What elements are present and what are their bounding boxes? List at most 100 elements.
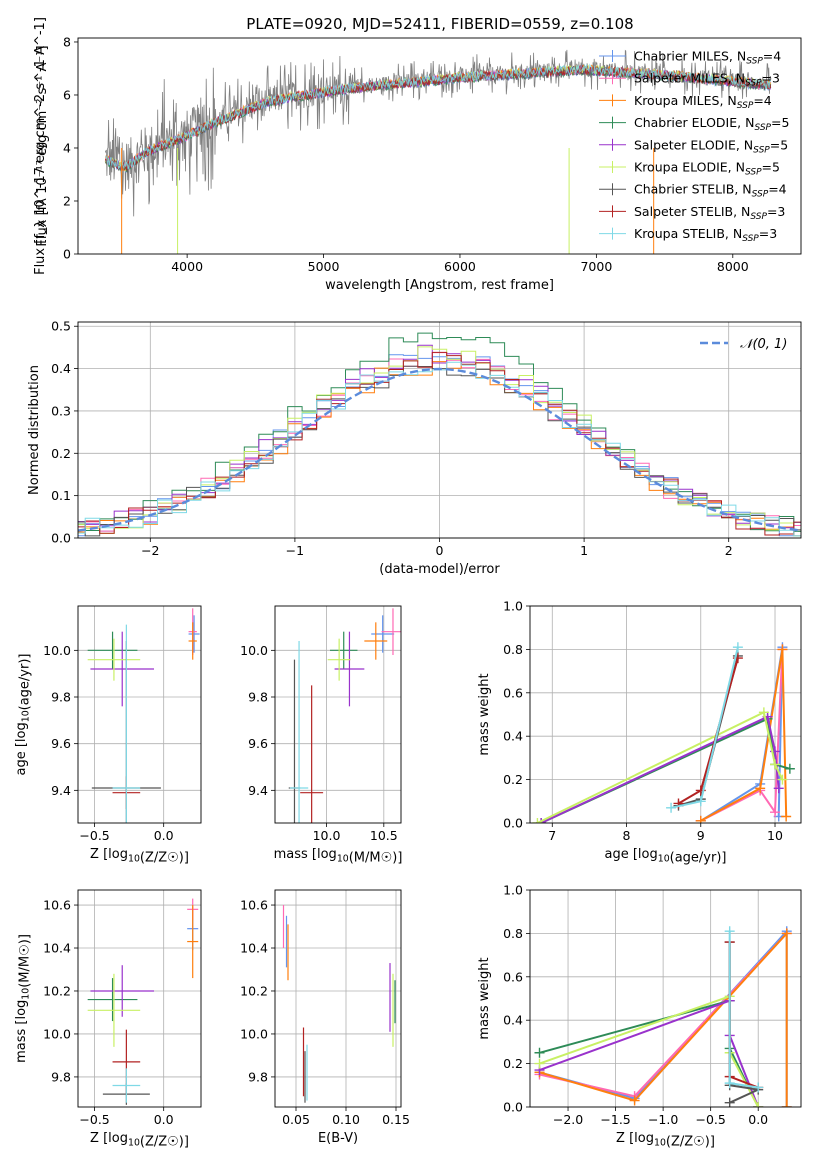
weight-line [678,655,739,807]
x-tick-label: 0.10 [332,1112,360,1127]
y-tick-label: 0.5 [51,319,71,334]
x-tick-label: 0 [436,543,444,558]
y-tick-label: 4 [63,140,71,155]
x-tick-label: −2.0 [553,1112,583,1127]
y-tick-label: 6 [63,87,71,102]
y-tick-label: 0.8 [503,642,523,657]
y-tick-label: 10.6 [240,898,268,913]
histogram-series [78,365,801,537]
legend-entry: Chabrier ELODIE, NSSP=5 [634,115,789,133]
y-tick-label: 0.2 [503,772,523,787]
weight-line [540,715,780,823]
axes-frame [274,889,402,1108]
y-tick-label: 10.2 [240,983,268,998]
y-tick-label: 10.0 [43,643,71,658]
axes-frame [77,889,202,1108]
y-tick-label: 0.4 [503,729,523,744]
x-tick-label: 9 [697,828,705,843]
x-axis-label: E(B-V) [318,1131,358,1146]
y-tick-label: 9.4 [51,783,71,798]
weight-marker [781,1102,792,1107]
x-tick-label: 0.0 [748,1112,768,1127]
weight-line [540,717,791,823]
weight-marker [724,926,735,937]
plot-area [104,49,772,254]
panel-mass_vs_EBV: 0.05 0.10 0.15 9.8 10.0 10.2 10.4 10.6 E(B-V) [240,889,410,1146]
weight-marker [773,783,784,794]
y-tick-label: 0.2 [503,1056,523,1071]
y-tick-label: 0.0 [503,816,523,831]
x-tick-label: −1.5 [600,1112,630,1127]
legend-entry: Kroupa STELIB, NSSP=3 [634,226,777,244]
y-tick-label: 0.0 [51,531,71,546]
plot-area [532,642,795,823]
panel-mass_vs_Z: −0.5 0.0 9.8 10.0 10.2 10.4 10.6 Z [log10(Z/Z☉)… [14,889,202,1149]
y-tick-label: 9.6 [248,736,268,751]
weight-line [670,646,739,809]
y-tick-label: 10.0 [240,643,268,658]
weight-marker [532,818,543,823]
x-tick-label: 10 [767,828,783,843]
x-tick-label: 1 [580,543,588,558]
x-tick-label: 7000 [580,259,612,274]
x-tick-label: −0.5 [79,828,109,843]
plot-area [78,332,801,537]
y-tick-label: 9.8 [248,690,268,705]
weight-line [539,999,760,1107]
legend-entry: Kroupa ELODIE, NSSP=5 [634,160,780,178]
y-tick-label: 10.4 [43,941,71,956]
y-tick-label: 8 [63,34,71,49]
x-tick-label: 10.0 [313,828,341,843]
y-tick-label: 1.0 [503,599,523,614]
x-tick-label: 5000 [308,259,340,274]
weight-line [539,994,760,1107]
weight-line [728,931,759,1089]
x-tick-label: 0.15 [382,1112,410,1127]
x-axis-label: (data-model)/error [379,562,500,577]
x-tick-label: 0.05 [282,1112,310,1127]
x-tick-label: 7 [548,828,556,843]
x-tick-label: −0.5 [695,1112,725,1127]
x-axis-label: mass [log10(M/M☉)] [274,847,403,865]
y-tick-label: 10.0 [240,1026,268,1041]
x-axis-label: age [log10(age/yr)] [605,847,727,865]
weight-marker [755,783,766,794]
axes-frame [274,605,402,824]
x-tick-label: 4000 [171,259,203,274]
y-tick-label: 0.1 [51,488,71,503]
weight-line [728,942,759,1089]
weight-marker [534,1047,545,1058]
x-tick-label: 6000 [444,259,476,274]
weight-marker [695,815,706,823]
y-tick-label: 10.0 [43,1026,71,1041]
gaussian-curve [78,367,801,532]
panel-age_vs_mass: 10.0 10.5 9.4 9.6 9.8 10.0 mass [log10(M/M☉)] [240,605,403,865]
weight-marker [732,642,743,653]
y-tick-label: 0.4 [51,361,71,376]
legend-entry: Chabrier STELIB, NSSP=4 [634,182,787,200]
x-axis-label: Z [log10(Z/Z☉)] [90,1131,189,1149]
y-tick-label: 0.3 [51,403,71,418]
y-tick-label: 0.6 [503,685,523,700]
weight-line [539,930,788,1107]
y-axis-label: Flux [f_λ 10^-17 erg cm^-2 s^-1 A^-1] [33,17,48,275]
axes-frame [529,889,802,1108]
weight-line [539,999,760,1107]
x-tick-label: 2 [725,543,733,558]
plot-area [87,898,199,1105]
x-tick-label: 0.0 [154,1112,174,1127]
weight-marker [758,707,769,718]
weight-marker [629,1095,640,1106]
y-axis-label: mass [log10(M/M☉)] [14,934,32,1063]
y-tick-label: 9.8 [51,1069,71,1084]
panel-weights_vs_Z: −2.0 −1.5 −1.0 −0.5 0.0 0.0 0.2 0.4 0.6 0.8 1.0 Z [… [477,883,802,1149]
x-axis-label: Z [log10(Z/Z☉)] [616,1131,715,1149]
weight-marker [753,1082,764,1093]
x-tick-label: −0.5 [79,1112,109,1127]
y-tick-label: 1.0 [503,883,523,898]
x-tick-label: 10.5 [370,828,398,843]
y-tick-label: 0.2 [51,446,71,461]
panel-spectrum: 4000 5000 6000 7000 8000 0 2 4 6 8 wavelength [Ang… [33,17,802,293]
y-tick-label: 0.8 [503,926,523,941]
